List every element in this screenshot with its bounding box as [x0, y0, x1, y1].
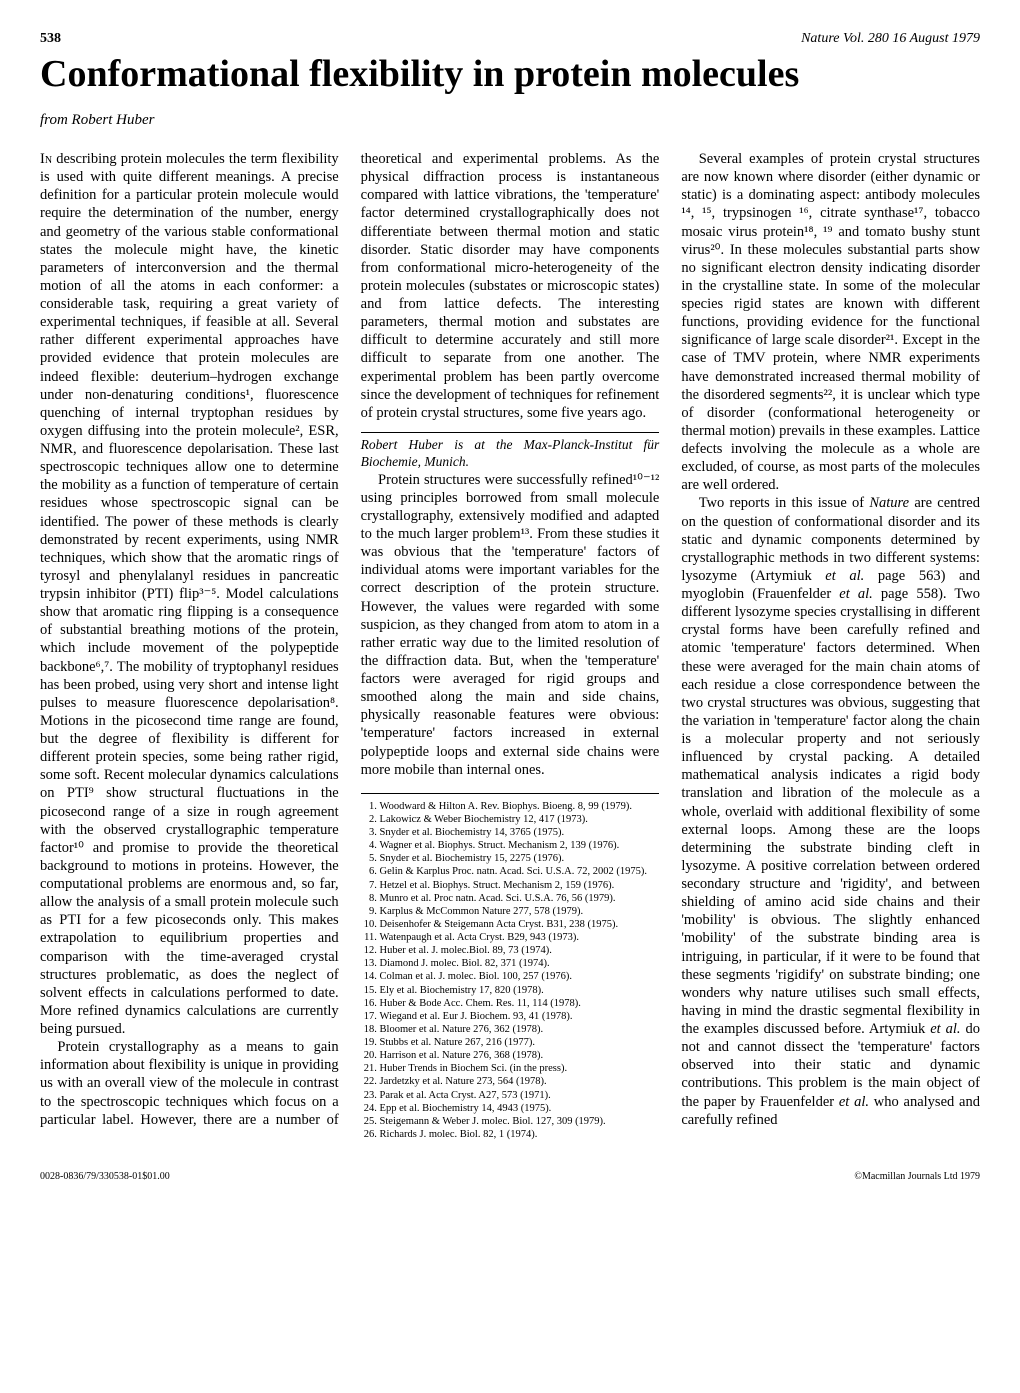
reference-item: Woodward & Hilton A. Rev. Biophys. Bioen…	[380, 800, 660, 813]
reference-item: Hetzel et al. Biophys. Struct. Mechanism…	[380, 879, 660, 892]
journal-line: Nature Vol. 280 16 August 1979	[801, 30, 980, 48]
reference-item: Munro et al. Proc natn. Acad. Sci. U.S.A…	[380, 892, 660, 905]
reference-item: Snyder et al. Biochemistry 14, 3765 (197…	[380, 826, 660, 839]
reference-item: Harrison et al. Nature 276, 368 (1978).	[380, 1049, 660, 1062]
reference-item: Lakowicz & Weber Biochemistry 12, 417 (1…	[380, 813, 660, 826]
lead-in: In	[40, 151, 52, 167]
page-header: 538 Nature Vol. 280 16 August 1979	[40, 30, 980, 48]
reference-item: Snyder et al. Biochemistry 15, 2275 (197…	[380, 852, 660, 865]
references-block: Woodward & Hilton A. Rev. Biophys. Bioen…	[361, 793, 660, 1141]
reference-item: Parak et al. Acta Cryst. A27, 573 (1971)…	[380, 1089, 660, 1102]
reference-item: Huber et al. J. molec.Biol. 89, 73 (1974…	[380, 944, 660, 957]
affiliation-rule	[361, 432, 660, 433]
reference-item: Jardetzky et al. Nature 273, 564 (1978).	[380, 1075, 660, 1088]
reference-item: Wagner et al. Biophys. Struct. Mechanism…	[380, 839, 660, 852]
affiliation-block: Robert Huber is at the Max-Planck-Instit…	[361, 432, 660, 471]
page-footer: 0028-0836/79/330538-01$01.00 ©Macmillan …	[40, 1171, 980, 1184]
references-list: Woodward & Hilton A. Rev. Biophys. Bioen…	[361, 800, 660, 1141]
footer-left: 0028-0836/79/330538-01$01.00	[40, 1171, 170, 1184]
reference-item: Richards J. molec. Biol. 82, 1 (1974).	[380, 1128, 660, 1141]
paragraph-4: Several examples of protein crystal stru…	[681, 150, 980, 494]
paragraph-1: In describing protein molecules the term…	[40, 150, 339, 1038]
reference-item: Stubbs et al. Nature 267, 216 (1977).	[380, 1036, 660, 1049]
article-title: Conformational flexibility in protein mo…	[40, 54, 980, 96]
byline: from Robert Huber	[40, 111, 980, 130]
body-columns: In describing protein molecules the term…	[40, 150, 980, 1141]
paragraph-5: Two reports in this issue of Nature are …	[681, 494, 980, 1128]
reference-item: Gelin & Karplus Proc. natn. Acad. Sci. U…	[380, 865, 660, 878]
reference-item: Colman et al. J. molec. Biol. 100, 257 (…	[380, 970, 660, 983]
reference-item: Ely et al. Biochemistry 17, 820 (1978).	[380, 984, 660, 997]
footer-right: ©Macmillan Journals Ltd 1979	[854, 1171, 980, 1184]
affiliation: Robert Huber is at the Max-Planck-Instit…	[361, 437, 660, 471]
reference-item: Huber Trends in Biochem Sci. (in the pre…	[380, 1062, 660, 1075]
reference-item: Huber & Bode Acc. Chem. Res. 11, 114 (19…	[380, 997, 660, 1010]
reference-item: Diamond J. molec. Biol. 82, 371 (1974).	[380, 957, 660, 970]
reference-item: Watenpaugh et al. Acta Cryst. B29, 943 (…	[380, 931, 660, 944]
references-rule	[361, 793, 660, 794]
paragraph-3: Protein structures were successfully ref…	[361, 471, 660, 779]
reference-item: Karplus & McCommon Nature 277, 578 (1979…	[380, 905, 660, 918]
reference-item: Steigemann & Weber J. molec. Biol. 127, …	[380, 1115, 660, 1128]
reference-item: Deisenhofer & Steigemann Acta Cryst. B31…	[380, 918, 660, 931]
reference-item: Wiegand et al. Eur J. Biochem. 93, 41 (1…	[380, 1010, 660, 1023]
reference-item: Epp et al. Biochemistry 14, 4943 (1975).	[380, 1102, 660, 1115]
page-number: 538	[40, 30, 61, 48]
reference-item: Bloomer et al. Nature 276, 362 (1978).	[380, 1023, 660, 1036]
paragraph-1-text: describing protein molecules the term fl…	[40, 151, 339, 1037]
journal-name: Nature	[869, 495, 909, 511]
